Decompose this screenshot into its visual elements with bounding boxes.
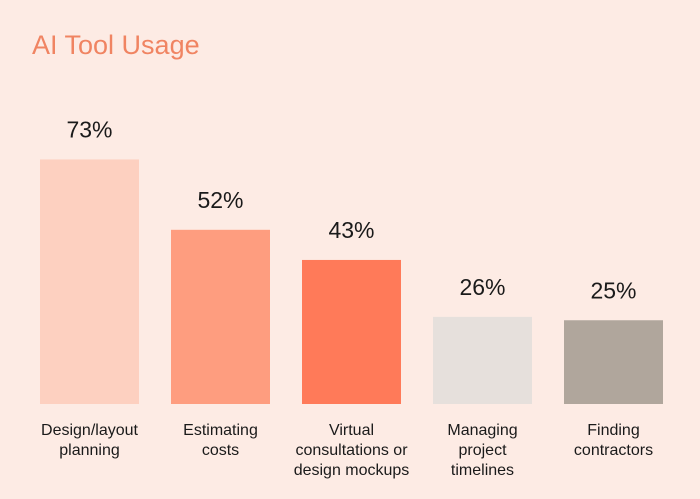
bar-value-label: 26% bbox=[459, 274, 505, 300]
category-label-line: design mockups bbox=[294, 462, 410, 479]
bar-2 bbox=[302, 259, 401, 404]
category-label-line: costs bbox=[202, 442, 239, 459]
bar-4 bbox=[564, 320, 663, 404]
category-label-line: project bbox=[458, 442, 507, 459]
category-label: Managing project timelines bbox=[447, 422, 517, 479]
category-label: Virtual consultations or design mockups bbox=[294, 422, 410, 479]
category-label: Finding contractors bbox=[574, 422, 653, 459]
chart-title: AI Tool Usage bbox=[32, 30, 200, 60]
category-label: Estimating costs bbox=[183, 422, 258, 459]
bar-value-label: 73% bbox=[66, 116, 112, 142]
bar-value-label: 52% bbox=[197, 187, 243, 213]
category-label-line: Virtual bbox=[329, 422, 374, 439]
category-label-line: consultations or bbox=[295, 442, 408, 459]
category-label-line: planning bbox=[59, 442, 120, 459]
category-label-line: Finding bbox=[587, 422, 639, 439]
category-label: Design/layout planning bbox=[41, 422, 139, 459]
category-label-line: Estimating bbox=[183, 422, 258, 439]
bar-value-label: 43% bbox=[328, 217, 374, 243]
category-label-line: Design/layout bbox=[41, 422, 139, 439]
category-label-line: timelines bbox=[451, 462, 514, 479]
bar-3 bbox=[433, 316, 532, 404]
bar-value-label: 25% bbox=[590, 277, 636, 303]
bar-0 bbox=[40, 159, 139, 404]
category-label-line: Managing bbox=[447, 422, 517, 439]
category-label-line: contractors bbox=[574, 442, 653, 459]
bar-1 bbox=[171, 229, 270, 404]
